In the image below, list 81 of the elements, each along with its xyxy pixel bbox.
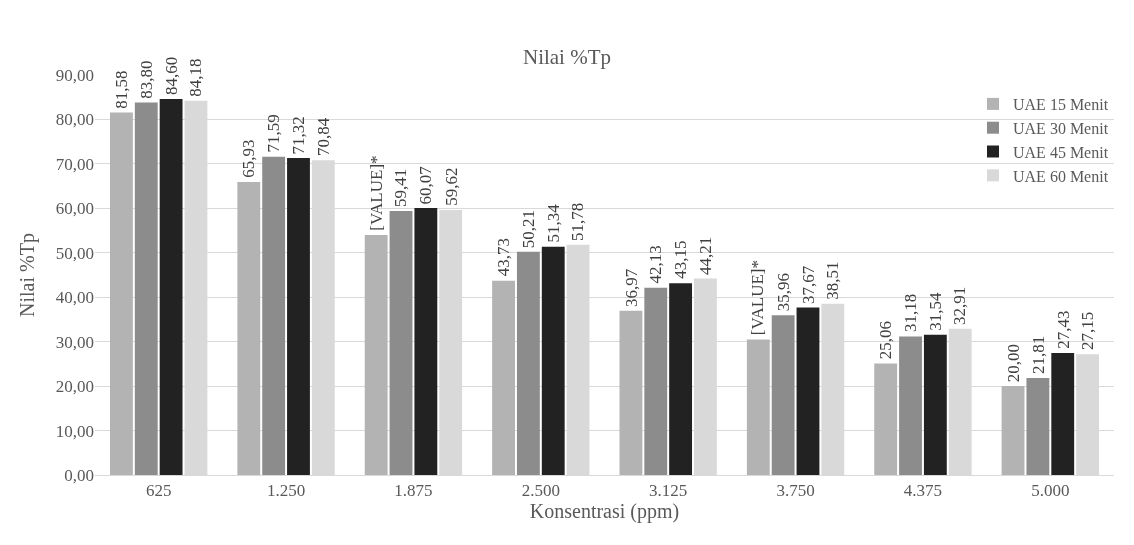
legend-label: UAE 60 Menit xyxy=(1013,167,1109,185)
x-tick-label: 625 xyxy=(145,481,172,501)
bar xyxy=(899,336,922,475)
data-label: 31,54 xyxy=(926,291,946,331)
x-tick-label: 4.375 xyxy=(903,481,943,501)
data-label: 20,00 xyxy=(1003,343,1023,383)
y-tick-label: 50,00 xyxy=(55,243,94,263)
x-tick-label: 1.250 xyxy=(266,481,306,501)
y-tick-label: 30,00 xyxy=(55,332,94,352)
data-label: 44,21 xyxy=(695,236,715,275)
data-label: 27,15 xyxy=(1078,311,1098,350)
bar xyxy=(619,310,643,475)
bar xyxy=(159,99,183,475)
bar xyxy=(541,246,565,475)
data-label: 38,51 xyxy=(822,261,842,300)
bar xyxy=(746,339,770,475)
x-tick-label: 5.000 xyxy=(1031,481,1070,501)
data-label: 50,21 xyxy=(518,209,538,249)
data-label: 31,18 xyxy=(901,293,921,332)
data-label: 84,18 xyxy=(186,58,206,97)
data-label: 35,96 xyxy=(773,273,793,312)
bar xyxy=(134,102,158,475)
data-label: 25,06 xyxy=(876,321,896,360)
bar xyxy=(923,334,947,475)
bar xyxy=(1001,386,1025,475)
bar xyxy=(414,208,438,475)
data-label: 27,43 xyxy=(1053,310,1073,349)
data-label: 32,91 xyxy=(950,286,970,325)
legend-label: UAE 30 Menit xyxy=(1013,119,1109,137)
bar xyxy=(110,112,133,475)
data-label: 43,73 xyxy=(493,237,513,277)
legend-label: UAE 45 Menit xyxy=(1013,143,1109,161)
y-tick-label: 20,00 xyxy=(55,377,94,397)
y-tick-label: 40,00 xyxy=(55,288,94,308)
bar xyxy=(874,363,898,475)
data-label: 84,60 xyxy=(162,56,182,96)
bar xyxy=(516,251,540,475)
x-tick-label: 1.875 xyxy=(394,481,433,501)
bar xyxy=(389,210,413,475)
x-tick-label: 2.500 xyxy=(521,481,560,501)
data-label: 65,93 xyxy=(238,139,258,178)
bar xyxy=(771,315,795,475)
data-label: 37,67 xyxy=(798,265,818,305)
data-label: 70,84 xyxy=(313,117,333,156)
x-tick-label: 3.125 xyxy=(649,481,688,501)
bar xyxy=(287,158,310,475)
y-tick-label: 90,00 xyxy=(55,65,94,85)
legend-label: UAE 15 Menit xyxy=(1013,96,1109,114)
data-label: 81,58 xyxy=(112,70,132,109)
bar xyxy=(364,235,388,475)
y-tick-label: 60,00 xyxy=(55,199,94,219)
data-label: 83,80 xyxy=(136,60,156,99)
data-label: 36,97 xyxy=(621,268,641,308)
data-label: 60,07 xyxy=(416,165,436,205)
x-tick-label: 3.750 xyxy=(776,481,815,501)
data-label: 71,32 xyxy=(289,116,309,155)
bar xyxy=(1051,353,1075,475)
data-label: 71,59 xyxy=(263,114,283,153)
y-axis-title: Nilai %Tp xyxy=(16,233,40,317)
data-label: 21,81 xyxy=(1028,335,1048,374)
y-tick-label: 0,00 xyxy=(64,465,94,485)
y-tick-label: 70,00 xyxy=(55,154,94,174)
data-label: 42,13 xyxy=(646,245,666,284)
bar xyxy=(644,287,668,475)
data-label: 59,41 xyxy=(391,168,411,207)
bar xyxy=(492,280,515,475)
bar xyxy=(796,307,820,475)
bar xyxy=(237,181,261,475)
data-label: 51,34 xyxy=(543,203,563,243)
bar xyxy=(669,283,693,475)
y-tick-label: 80,00 xyxy=(55,110,94,130)
bar xyxy=(1026,378,1050,475)
data-label: 43,15 xyxy=(671,240,691,279)
data-label: 59,62 xyxy=(441,167,461,206)
chart-title: Nilai %Tp xyxy=(522,44,612,69)
data-label: 51,78 xyxy=(568,202,588,241)
data-label: [VALUE]* xyxy=(366,155,386,231)
data-label: [VALUE]* xyxy=(748,260,768,336)
bar xyxy=(262,156,286,475)
x-axis-title: Konsentrasi (ppm) xyxy=(529,500,680,524)
y-tick-label: 10,00 xyxy=(55,421,94,441)
